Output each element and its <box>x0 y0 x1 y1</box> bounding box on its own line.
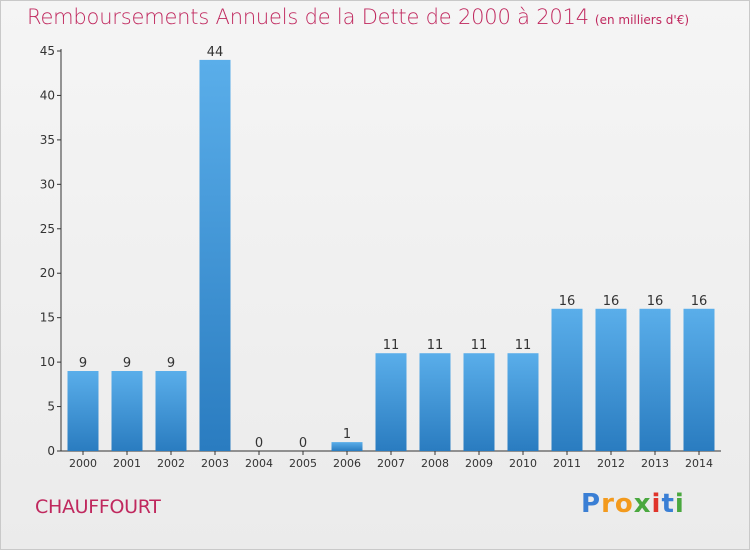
bar-2012 <box>595 308 627 451</box>
data-label-2007: 11 <box>383 338 400 353</box>
x-tick-label-2000: 2000 <box>69 457 97 470</box>
data-label-2013: 16 <box>647 294 664 309</box>
data-label-2000: 9 <box>79 356 87 371</box>
y-tick-label: 40 <box>40 88 55 102</box>
data-label-2009: 11 <box>471 338 488 353</box>
data-label-2012: 16 <box>603 294 620 309</box>
data-label-2003: 44 <box>207 45 224 60</box>
y-tick-label: 5 <box>47 400 55 414</box>
data-label-2004: 0 <box>255 436 263 451</box>
data-label-2008: 11 <box>427 338 444 353</box>
y-tick-label: 45 <box>40 44 55 58</box>
y-tick-label: 10 <box>40 355 55 369</box>
bar-2007 <box>375 353 407 451</box>
bar-2003 <box>199 59 231 452</box>
data-label-2005: 0 <box>299 436 307 451</box>
y-tick-label: 35 <box>40 133 55 147</box>
logo-letter: i <box>651 489 662 519</box>
data-label-2010: 11 <box>515 338 532 353</box>
chart-title: Remboursements Annuels de la Dette de 20… <box>27 5 589 29</box>
bar-2011 <box>551 308 583 451</box>
x-tick-label-2002: 2002 <box>157 457 185 470</box>
logo-letter: P <box>581 489 602 519</box>
bar-2006 <box>331 442 363 451</box>
bar-2001 <box>111 371 143 451</box>
x-tick-label-2010: 2010 <box>509 457 537 470</box>
x-tick-label-2009: 2009 <box>465 457 493 470</box>
x-tick-label-2007: 2007 <box>377 457 405 470</box>
proxiti-logo: Proxiti <box>581 489 685 519</box>
chart-title-row: Remboursements Annuels de la Dette de 20… <box>27 5 689 29</box>
x-tick-label-2003: 2003 <box>201 457 229 470</box>
x-tick-label-2005: 2005 <box>289 457 317 470</box>
logo-letter: t <box>661 489 675 519</box>
y-tick-label: 25 <box>40 222 55 236</box>
x-tick-label-2001: 2001 <box>113 457 141 470</box>
y-tick-label: 30 <box>40 177 55 191</box>
data-label-2006: 1 <box>343 427 351 442</box>
x-tick-label-2008: 2008 <box>421 457 449 470</box>
logo-letter: o <box>614 489 634 519</box>
y-tick-label: 15 <box>40 311 55 325</box>
data-label-2011: 16 <box>559 294 576 309</box>
bar-2013 <box>639 308 671 451</box>
y-tick-label: 0 <box>47 444 55 458</box>
data-label-2001: 9 <box>123 356 131 371</box>
logo-letter: i <box>674 489 685 519</box>
commune-name: CHAUFFOURT <box>35 496 161 518</box>
x-tick-label-2012: 2012 <box>597 457 625 470</box>
x-tick-label-2011: 2011 <box>553 457 581 470</box>
chart-subtitle: (en milliers d'€) <box>594 13 690 27</box>
bar-2000 <box>67 371 99 451</box>
logo-letter: x <box>633 489 652 519</box>
x-tick-label-2014: 2014 <box>685 457 713 470</box>
bar-2009 <box>463 353 495 451</box>
bar-2008 <box>419 353 451 451</box>
data-label-2002: 9 <box>167 356 175 371</box>
bar-2002 <box>155 371 187 451</box>
bar-2010 <box>507 353 539 451</box>
x-tick-label-2004: 2004 <box>245 457 273 470</box>
logo-letter: r <box>601 489 615 519</box>
data-label-2014: 16 <box>691 294 708 309</box>
y-tick-label: 20 <box>40 266 55 280</box>
x-tick-label-2006: 2006 <box>333 457 361 470</box>
bar-2014 <box>683 308 715 451</box>
x-tick-label-2013: 2013 <box>641 457 669 470</box>
